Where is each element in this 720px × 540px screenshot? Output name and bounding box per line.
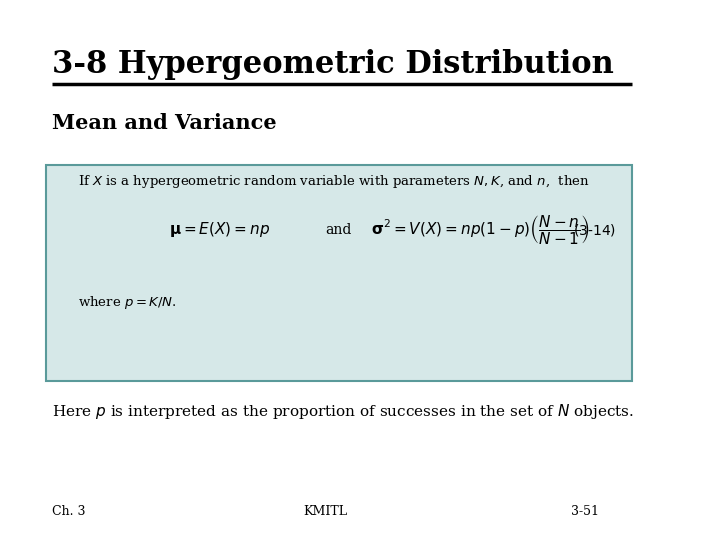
Text: $\mathbf{\mu} = E(X) = np$: $\mathbf{\mu} = E(X) = np$ [169, 220, 271, 239]
Text: Here $p$ is interpreted as the proportion of successes in the set of $N$ objects: Here $p$ is interpreted as the proportio… [52, 402, 634, 421]
Text: and: and [325, 222, 352, 237]
Text: If $X$ is a hypergeometric random variable with parameters $N, K$, and $n$,  the: If $X$ is a hypergeometric random variab… [78, 173, 590, 190]
Text: KMITL: KMITL [304, 505, 348, 518]
Text: $(3\text{-}14)$: $(3\text{-}14)$ [572, 221, 616, 238]
Text: Mean and Variance: Mean and Variance [52, 113, 276, 133]
Text: 3-51: 3-51 [571, 505, 599, 518]
Text: $\mathbf{\sigma}^2 = V(X) = np(1-p)\left(\dfrac{N-n}{N-1}\right)$: $\mathbf{\sigma}^2 = V(X) = np(1-p)\left… [372, 213, 590, 246]
Text: Ch. 3: Ch. 3 [52, 505, 86, 518]
Text: 3-8 Hypergeometric Distribution: 3-8 Hypergeometric Distribution [52, 49, 614, 79]
FancyBboxPatch shape [45, 165, 632, 381]
Text: where $p = K/N$.: where $p = K/N$. [78, 294, 177, 311]
